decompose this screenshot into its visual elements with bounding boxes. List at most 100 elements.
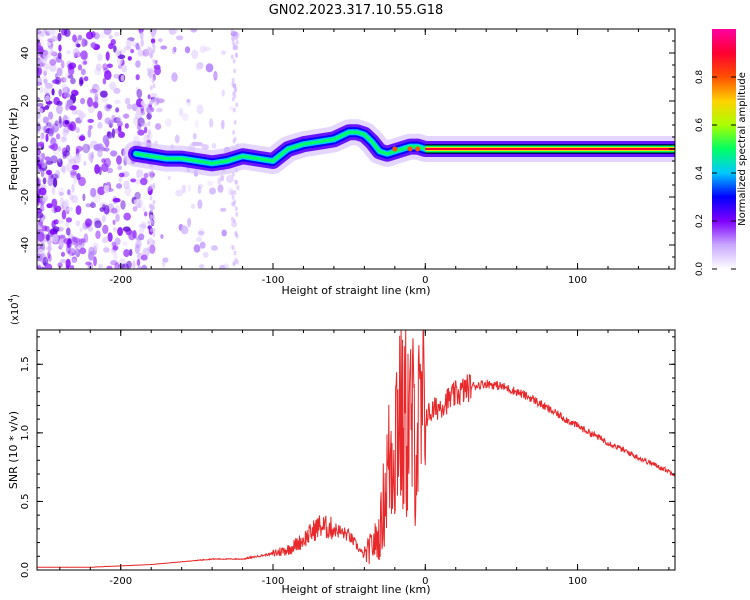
heatmap-speckle <box>48 46 52 52</box>
heatmap-speckle <box>47 119 54 129</box>
heatmap-speckle <box>187 217 192 228</box>
heatmap-speckle <box>64 120 70 125</box>
heatmap-speckle <box>103 147 110 152</box>
heatmap-speckle <box>51 143 58 151</box>
heatmap-speckle <box>156 97 160 105</box>
heatmap-speckle <box>143 211 148 217</box>
heatmap-speckle <box>147 220 151 226</box>
heatmap-speckle <box>118 172 125 178</box>
heatmap-speckle <box>47 41 51 46</box>
heatmap-speckle <box>233 88 237 94</box>
heatmap-speckle <box>135 178 142 185</box>
heatmap-speckle <box>94 164 100 175</box>
heatmap-speckle <box>43 63 50 70</box>
heatmap-speckle <box>118 64 123 69</box>
heatmap-speckle <box>132 206 138 212</box>
heatmap-speckle <box>143 172 149 179</box>
heatmap-speckle <box>85 222 91 229</box>
heatmap-speckle <box>77 34 83 41</box>
heatmap-speckle <box>122 241 128 246</box>
heatmap-speckle <box>49 129 54 137</box>
heatmap-speckle <box>94 220 102 229</box>
heatmap-speckle <box>190 203 196 209</box>
heatmap-speckle <box>71 248 79 254</box>
heatmap-speckle <box>235 39 239 45</box>
heatmap-speckle <box>151 78 155 84</box>
x-tick-label: 0 <box>422 275 428 286</box>
y-tick-label: 40 <box>20 47 31 60</box>
heatmap-speckle <box>231 81 235 87</box>
heatmap-speckle <box>41 30 45 38</box>
heatmap-speckle <box>126 260 132 269</box>
heatmap-speckle <box>37 66 40 74</box>
heatmap-speckle <box>60 77 67 83</box>
heatmap-speckle <box>164 118 172 127</box>
heatmap-speckle <box>62 165 66 175</box>
heatmap-speckle <box>232 138 236 144</box>
y-tick-label: 20 <box>20 95 31 108</box>
heatmap-speckle <box>66 99 74 107</box>
heatmap-speckle <box>111 114 116 123</box>
heatmap-speckle <box>71 183 75 193</box>
heatmap-speckle <box>221 229 227 237</box>
ridge-hotspot <box>415 146 421 152</box>
heatmap-speckle <box>149 93 158 98</box>
heatmap-speckle <box>68 158 77 165</box>
heatmap-speckle <box>103 184 110 194</box>
heatmap-speckle <box>93 256 97 267</box>
heatmap-speckle <box>143 126 148 134</box>
heatmap-speckle <box>211 245 218 251</box>
heatmap-speckle <box>45 160 53 165</box>
heatmap-speckle <box>180 225 189 235</box>
heatmap-speckle <box>42 50 51 59</box>
heatmap-speckle <box>82 143 90 154</box>
snr-scale-base: (x10 <box>10 302 21 325</box>
heatmap-speckle <box>235 259 239 265</box>
heatmap-speckle <box>137 198 143 209</box>
heatmap-speckle <box>57 32 62 42</box>
heatmap-speckle <box>155 107 163 113</box>
heatmap-speckle <box>140 254 148 261</box>
heatmap-speckle <box>73 175 77 185</box>
heatmap-speckle <box>135 60 141 68</box>
heatmap-speckle <box>64 29 71 37</box>
heatmap-speckle <box>101 158 106 164</box>
heatmap-speckle <box>85 261 92 266</box>
y-tick-label: 0 <box>20 146 31 152</box>
heatmap-speckle <box>98 264 104 269</box>
heatmap-speckle <box>102 77 107 85</box>
heatmap-speckle <box>160 234 164 239</box>
heatmap-speckle <box>231 194 235 200</box>
heatmap-speckle <box>230 190 234 196</box>
heatmap-speckle <box>212 73 218 79</box>
heatmap-speckle <box>148 129 152 135</box>
heatmap-speckle <box>57 146 62 152</box>
heatmap-speckle <box>57 262 63 268</box>
heatmap-speckle <box>108 43 114 50</box>
heatmap-speckle <box>66 189 71 196</box>
heatmap-speckle <box>103 204 110 215</box>
heatmap-speckle <box>90 42 97 49</box>
heatmap-speckle <box>95 63 102 72</box>
heatmap-speckle <box>116 183 123 189</box>
heatmap-speckle <box>61 83 68 94</box>
heatmap-speckle <box>43 78 48 85</box>
heatmap-speckle <box>47 176 54 187</box>
heatmap-speckle <box>65 217 73 223</box>
heatmap-speckle <box>199 264 205 269</box>
heatmap-speckle <box>147 246 151 252</box>
x-tick-label: -100 <box>262 576 285 587</box>
heatmap-speckle <box>155 123 162 130</box>
heatmap-speckle <box>65 104 70 111</box>
ridge-hotspot <box>407 146 413 152</box>
heatmap-speckle <box>57 158 63 168</box>
heatmap-speckle <box>57 153 62 163</box>
heatmap-speckle <box>117 54 126 59</box>
heatmap-speckle <box>113 226 117 232</box>
heatmap-speckle <box>78 176 86 187</box>
heatmap-speckle <box>50 137 56 144</box>
heatmap-speckle <box>37 224 42 230</box>
y-tick-label: -20 <box>20 189 31 205</box>
x-tick-label: 100 <box>568 576 587 587</box>
heatmap-speckle <box>52 226 60 233</box>
